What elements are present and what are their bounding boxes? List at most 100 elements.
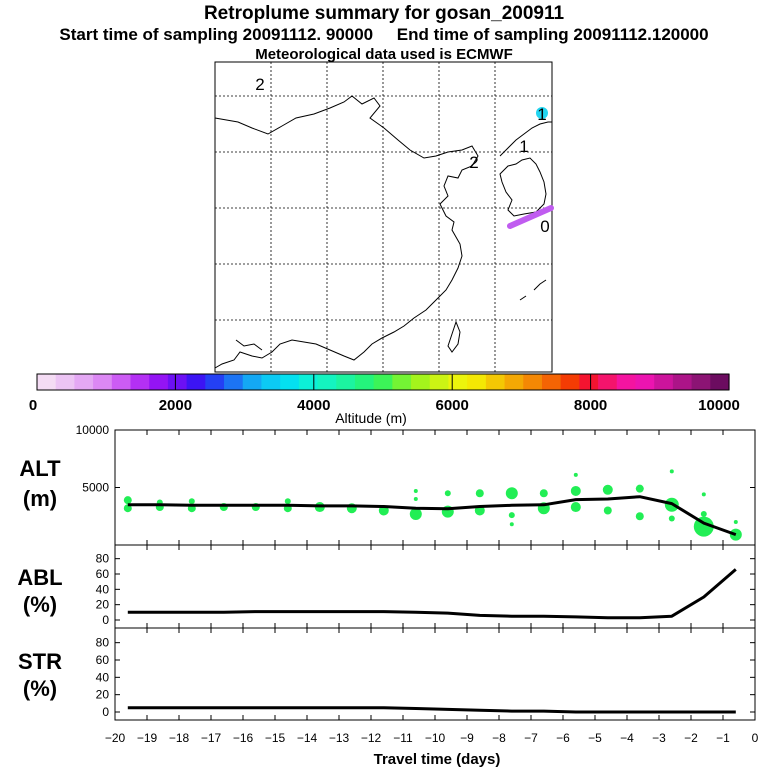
y-tick-label: 0	[102, 705, 109, 719]
colorbar-swatch	[504, 374, 524, 390]
y-tick-label: 40	[96, 582, 110, 596]
colorbar-swatch	[186, 374, 206, 390]
plume-point	[602, 484, 613, 495]
x-axis-label: Travel time (days)	[374, 751, 501, 768]
map-day-label: 0	[540, 217, 549, 236]
plume-point	[509, 522, 514, 527]
plume-point	[570, 502, 581, 513]
colorbar-swatch	[579, 374, 599, 390]
colorbar-swatch	[336, 374, 356, 390]
colorbar-swatch	[485, 374, 506, 390]
plume-point	[635, 512, 644, 521]
plume-point	[701, 492, 706, 497]
series-line	[127, 568, 737, 620]
plume-point	[603, 506, 612, 515]
colorbar-tick-label: 4000	[297, 397, 330, 414]
colorbar-swatch	[373, 374, 393, 390]
plume-track	[507, 107, 554, 229]
series-line	[127, 495, 737, 537]
colorbar-swatch	[93, 374, 113, 390]
colorbar-swatch	[616, 374, 637, 390]
y-tick-label: 0	[102, 613, 109, 627]
colorbar-title: Altitude (m)	[335, 410, 407, 426]
colorbar-swatch	[635, 374, 655, 390]
colorbar-swatch	[280, 374, 300, 390]
colorbar-swatch	[130, 374, 150, 390]
plume-point	[669, 469, 674, 474]
plume-point	[700, 510, 707, 517]
plume-point	[409, 507, 422, 520]
colorbar-swatch	[710, 374, 730, 390]
x-tick-label: −8	[492, 731, 506, 745]
y-tick-label: 80	[96, 636, 110, 650]
x-tick-label: −12	[361, 731, 382, 745]
x-tick-label: −4	[620, 731, 634, 745]
colorbar-swatch	[541, 374, 562, 390]
y-tick-label: 80	[96, 552, 110, 566]
colorbar-swatch	[205, 374, 225, 390]
map-day-label: 1	[537, 105, 546, 124]
panel-label: ABL	[17, 565, 62, 590]
map-day-label: 2	[255, 75, 264, 94]
x-tick-label: −14	[297, 731, 318, 745]
plume-point	[570, 485, 581, 496]
colorbar-tick-label: 0	[29, 397, 37, 414]
altitude-colorbar: 0 2000 4000 6000 8000 10000	[29, 373, 740, 414]
plume-point	[284, 498, 291, 505]
x-tick-label: −11	[393, 731, 413, 745]
colorbar-swatch	[654, 374, 674, 390]
colorbar-swatch	[167, 374, 188, 390]
x-tick-label: −1	[716, 731, 730, 745]
x-tick-label: −17	[201, 731, 222, 745]
plume-segment	[507, 205, 554, 229]
x-tick-label: −5	[588, 731, 602, 745]
colorbar-swatch	[691, 374, 711, 390]
colorbar-swatch	[523, 374, 543, 390]
colorbar-swatch	[354, 374, 375, 390]
colorbar-tick-label: 6000	[436, 397, 469, 414]
colorbar-swatch	[242, 374, 263, 390]
x-tick-label: −6	[556, 731, 570, 745]
sampling-time: Start time of sampling 20091112. 90000 E…	[59, 25, 709, 44]
x-tick-label: −10	[425, 731, 446, 745]
x-tick-label: −19	[137, 731, 158, 745]
y-tick-label: 10000	[76, 423, 110, 437]
colorbar-tick-label: 2000	[159, 397, 192, 414]
plume-point	[635, 484, 644, 493]
plume-point	[733, 520, 738, 524]
colorbar-swatch	[37, 374, 57, 390]
x-tick-label: −20	[105, 731, 126, 745]
time-series-panels: 500010000ALT(m)020406080ABL(%)020406080S…	[17, 423, 758, 745]
colorbar-swatch	[149, 374, 169, 390]
colorbar-swatch	[317, 374, 337, 390]
x-tick-label: −2	[684, 731, 698, 745]
series-line	[127, 706, 736, 714]
panel-unit: (%)	[23, 676, 57, 701]
colorbar-swatch	[560, 374, 580, 390]
panel-label: STR	[18, 649, 62, 674]
plume-point	[508, 512, 515, 519]
x-tick-label: −18	[169, 731, 190, 745]
colorbar-tick-label: 10000	[698, 397, 740, 414]
map-day-label: 1	[519, 137, 528, 156]
plume-cluster	[536, 107, 548, 119]
plume-point	[573, 472, 578, 477]
panel-label: ALT	[19, 456, 61, 481]
panel-unit: (%)	[23, 592, 57, 617]
panel-str: 0 20 40 60 80 STR(%)	[18, 627, 756, 721]
plume-point	[475, 489, 484, 498]
colorbar-swatch	[448, 374, 468, 390]
x-tick-label: −13	[329, 731, 350, 745]
plume-point	[539, 489, 548, 498]
colorbar-swatch	[261, 374, 281, 390]
panel-unit: (m)	[23, 486, 57, 511]
x-tick-label: 0	[752, 731, 759, 745]
colorbar-swatch	[224, 374, 244, 390]
colorbar-swatch	[111, 374, 132, 390]
plume-point	[188, 498, 195, 505]
colorbar-swatch	[429, 374, 450, 390]
x-tick-label: −16	[233, 731, 254, 745]
